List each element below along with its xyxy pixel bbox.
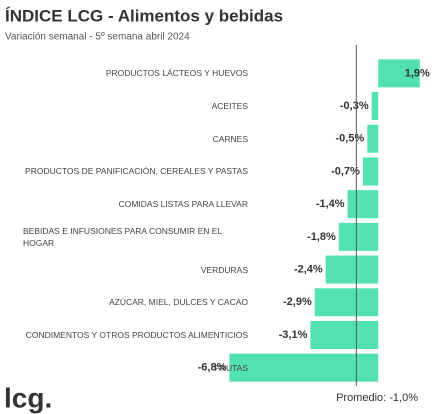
- value-label: -1,4%: [316, 198, 345, 210]
- category-label-box: CONDIMENTOS Y OTROS PRODUCTOS ALIMENTICI…: [3, 319, 248, 351]
- bar: [325, 255, 379, 284]
- chart-subtitle: Variación semanal - 5º semana abril 2024: [5, 32, 190, 43]
- category-label-box: VERDURAS: [3, 254, 248, 286]
- value-label: -0,5%: [336, 133, 365, 145]
- category-label-box: FRUTAS: [3, 352, 248, 384]
- value-label: -2,9%: [283, 296, 312, 308]
- category-label: ACEITES: [211, 101, 248, 112]
- bar: [362, 157, 379, 186]
- category-label: BEBIDAS E INFUSIONES PARA CONSUMIR EN EL…: [23, 225, 222, 248]
- category-label-box: BEBIDAS E INFUSIONES PARA CONSUMIR EN EL…: [3, 221, 248, 253]
- value-label: -0,7%: [331, 165, 360, 177]
- category-label: PRODUCTOS LÁCTEOS Y HUEVOS: [105, 68, 248, 79]
- bar: [371, 92, 379, 121]
- category-label: CARNES: [212, 133, 248, 144]
- value-label: -1,8%: [307, 231, 336, 243]
- average-label: Promedio: -1,0%: [336, 392, 418, 404]
- category-label: CONDIMENTOS Y OTROS PRODUCTOS ALIMENTICI…: [25, 329, 248, 340]
- value-label: -0,3%: [340, 100, 369, 112]
- bar: [314, 288, 379, 317]
- bar: [310, 320, 379, 349]
- bar: [367, 124, 379, 153]
- chart-title: ÍNDICE LCG - Alimentos y bebidas: [5, 6, 283, 25]
- value-label: -3,1%: [279, 329, 308, 341]
- category-label: AZÚCAR, MIEL, DULCES Y CACAO: [108, 297, 248, 308]
- logo: lcg.: [4, 382, 52, 413]
- bar: [229, 353, 379, 382]
- category-label: FRUTAS: [214, 362, 248, 373]
- bar: [347, 190, 379, 219]
- value-label: -6,8%: [198, 362, 227, 374]
- category-label-box: AZÚCAR, MIEL, DULCES Y CACAO: [3, 286, 248, 318]
- category-label-box: PRODUCTOS LÁCTEOS Y HUEVOS: [3, 57, 248, 89]
- category-label-box: PRODUCTOS DE PANIFICACIÓN, CEREALES Y PA…: [3, 155, 248, 187]
- value-label: -2,4%: [294, 263, 323, 275]
- category-label: PRODUCTOS DE PANIFICACIÓN, CEREALES Y PA…: [25, 166, 248, 177]
- category-label-box: COMIDAS LISTAS PARA LLEVAR: [3, 188, 248, 220]
- category-label-box: ACEITES: [3, 90, 248, 122]
- category-label: COMIDAS LISTAS PARA LLEVAR: [118, 199, 248, 210]
- bar: [338, 222, 379, 251]
- bar: [378, 59, 420, 88]
- value-label: 1,9%: [405, 67, 430, 79]
- category-label: VERDURAS: [200, 264, 248, 275]
- category-label-box: CARNES: [3, 123, 248, 155]
